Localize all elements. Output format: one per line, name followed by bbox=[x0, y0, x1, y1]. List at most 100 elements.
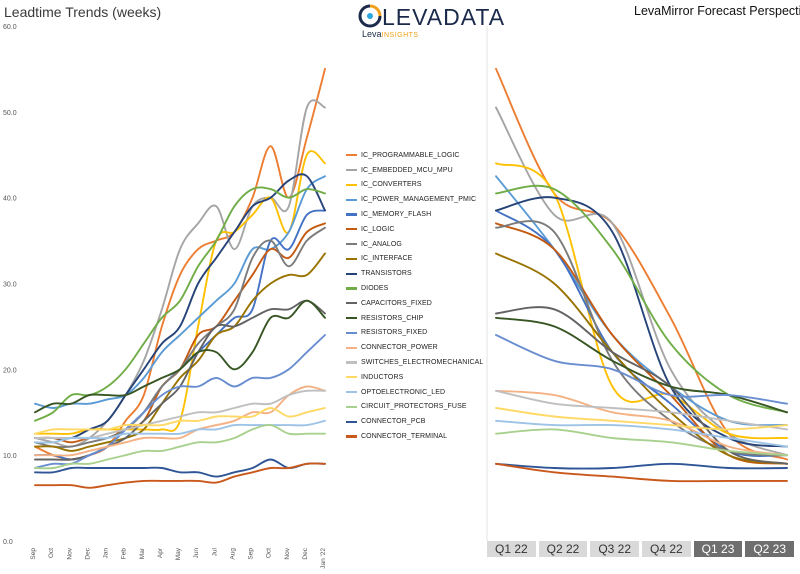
legend-label: IC_LOGIC bbox=[361, 225, 395, 233]
logo-subtitle: LevaINSIGHTS bbox=[362, 29, 419, 39]
legend-swatch bbox=[346, 405, 357, 409]
legend-label: RESISTORS_FIXED bbox=[361, 329, 428, 337]
legend-swatch bbox=[346, 169, 357, 172]
series-line-diodes bbox=[34, 186, 326, 422]
forecast-line-ic_power_management_pmic bbox=[495, 175, 788, 427]
legend-swatch bbox=[346, 272, 357, 275]
series-line-resistors_fixed bbox=[34, 334, 326, 469]
legend-item: TRANSISTORS bbox=[346, 266, 496, 281]
legend-item: INDUCTORS bbox=[346, 370, 496, 385]
legend-item: CONNECTOR_PCB bbox=[346, 414, 496, 429]
legend-swatch bbox=[346, 183, 357, 187]
forecast-line-ic_analog bbox=[495, 220, 788, 457]
legend-label: CONNECTOR_TERMINAL bbox=[361, 433, 448, 441]
legend-item: IC_ANALOG bbox=[346, 237, 496, 252]
legend-swatch bbox=[346, 213, 357, 216]
y-tick-label: 10.0 bbox=[3, 453, 17, 460]
legend-item: CONNECTOR_POWER bbox=[346, 340, 496, 355]
x-tick-label: Aug bbox=[229, 548, 236, 560]
legend-label: TRANSISTORS bbox=[361, 270, 412, 278]
quarter-label: Q1 23 bbox=[693, 541, 743, 557]
x-tick-label: Dec bbox=[302, 547, 309, 559]
legend-swatch bbox=[346, 228, 357, 231]
forecast-line-resistors_fixed bbox=[495, 334, 788, 405]
quarter-label: Q2 23 bbox=[745, 541, 795, 557]
legend-item: RESISTORS_FIXED bbox=[346, 326, 496, 341]
x-tick-label: Jun bbox=[193, 548, 200, 559]
series-line-transistors bbox=[34, 173, 326, 440]
x-tick-label: Apr bbox=[157, 547, 164, 558]
series-line-ic_converters bbox=[34, 150, 326, 435]
legend-item: RESISTORS_CHIP bbox=[346, 311, 496, 326]
series-line-circuit_protectors_fuse bbox=[34, 424, 326, 470]
series-line-connector_terminal bbox=[34, 462, 326, 489]
legend-label: INDUCTORS bbox=[361, 373, 404, 381]
legend-swatch bbox=[346, 420, 357, 423]
left-chart-title: Leadtime Trends (weeks) bbox=[4, 4, 162, 20]
quarter-label: Q4 22 bbox=[642, 541, 691, 557]
forecast-line-connector_pcb bbox=[495, 462, 788, 470]
x-tick-label: Sep bbox=[30, 548, 37, 560]
y-tick-label: 40.0 bbox=[3, 196, 17, 203]
x-tick-label: Mar bbox=[139, 547, 146, 559]
chart-legend: IC_PROGRAMMABLE_LOGIC IC_EMBEDDED_MCU_MPU… bbox=[346, 148, 496, 444]
legend-label: CONNECTOR_PCB bbox=[361, 418, 426, 426]
x-tick-label: Jul bbox=[211, 547, 218, 556]
legend-item: IC_CONVERTERS bbox=[346, 178, 496, 193]
legend-item: IC_MEMORY_FLASH bbox=[346, 207, 496, 222]
legend-item: CIRCUIT_PROTECTORS_FUSE bbox=[346, 400, 496, 415]
legend-swatch bbox=[346, 331, 357, 335]
legend-swatch bbox=[346, 198, 357, 201]
legend-swatch bbox=[346, 376, 357, 379]
legend-item: CAPACITORS_FIXED bbox=[346, 296, 496, 311]
legend-label: CAPACITORS_FIXED bbox=[361, 299, 432, 307]
x-tick-label: Jan bbox=[103, 548, 110, 559]
left-chart-lines bbox=[34, 67, 326, 489]
series-line-ic_interface bbox=[34, 252, 326, 452]
right-chart-lines bbox=[495, 67, 788, 483]
forecast-line-ic_embedded_mcu_mpu bbox=[495, 106, 788, 457]
forecast-line-connector_power bbox=[495, 389, 788, 457]
legend-item: DIODES bbox=[346, 281, 496, 296]
legend-label: RESISTORS_CHIP bbox=[361, 314, 424, 322]
forecast-line-inductors bbox=[495, 407, 788, 431]
y-tick-label: 50.0 bbox=[3, 110, 17, 117]
legend-item: CONNECTOR_TERMINAL bbox=[346, 429, 496, 444]
right-chart-title: LevaMirror Forecast Perspecti bbox=[634, 4, 800, 18]
x-tick-label: Oct bbox=[48, 548, 55, 558]
legend-swatch bbox=[346, 435, 357, 438]
series-line-resistors_chip bbox=[34, 299, 326, 414]
forecast-line-switches_electromechanical bbox=[495, 389, 788, 431]
legend-item: IC_LOGIC bbox=[346, 222, 496, 237]
x-tick-label: Nov bbox=[66, 547, 73, 559]
x-tick-label: Jan '22 bbox=[320, 548, 327, 569]
x-tick-label: May bbox=[175, 547, 182, 560]
forecast-line-ic_memory_flash bbox=[495, 209, 788, 457]
legend-label: IC_MEMORY_FLASH bbox=[361, 211, 432, 219]
legend-label: IC_ANALOG bbox=[361, 240, 402, 248]
forecast-quarter-axis: Q1 22 Q2 22 Q3 22 Q4 22 Q1 23 Q2 23 bbox=[487, 541, 797, 557]
legend-swatch bbox=[346, 317, 357, 320]
quarter-label: Q3 22 bbox=[590, 541, 640, 557]
x-tick-label: Dec bbox=[84, 547, 91, 559]
legend-label: IC_PROGRAMMABLE_LOGIC bbox=[361, 151, 460, 159]
forecast-line-ic_logic bbox=[495, 222, 788, 465]
series-line-ic_embedded_mcu_mpu bbox=[34, 99, 326, 448]
legend-item: SWITCHES_ELECTROMECHANICAL bbox=[346, 355, 496, 370]
series-line-connector_power bbox=[34, 385, 326, 457]
legend-label: IC_POWER_MANAGEMENT_PMIC bbox=[361, 196, 477, 204]
legend-label: CIRCUIT_PROTECTORS_FUSE bbox=[361, 403, 467, 411]
legend-swatch bbox=[346, 391, 357, 394]
forecast-line-diodes bbox=[495, 184, 788, 414]
forecast-line-optoelectronic_led bbox=[495, 419, 788, 448]
x-tick-label: Feb bbox=[121, 548, 128, 560]
legend-swatch bbox=[346, 154, 357, 157]
legend-label: CONNECTOR_POWER bbox=[361, 344, 438, 352]
logo-sub-prefix: Leva bbox=[362, 29, 382, 39]
legend-swatch bbox=[346, 243, 357, 246]
legend-swatch bbox=[346, 257, 357, 261]
legend-label: IC_CONVERTERS bbox=[361, 181, 422, 189]
legend-label: DIODES bbox=[361, 285, 389, 293]
logo-wordmark: LEVADATA bbox=[382, 4, 506, 30]
